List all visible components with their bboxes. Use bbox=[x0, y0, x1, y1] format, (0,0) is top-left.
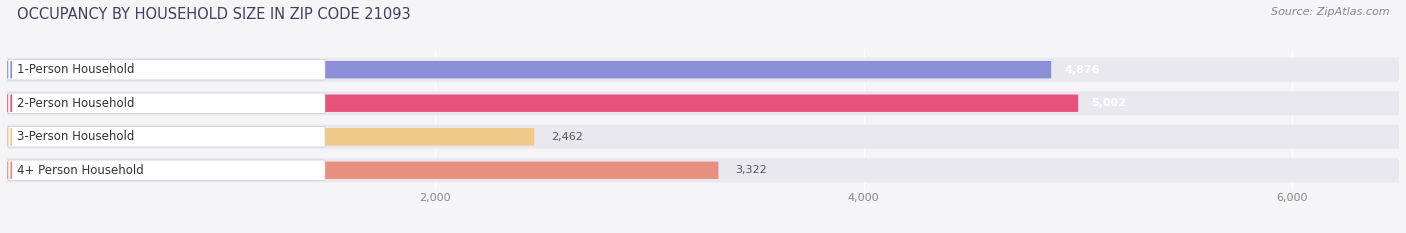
FancyBboxPatch shape bbox=[7, 58, 1399, 82]
FancyBboxPatch shape bbox=[7, 95, 1078, 112]
Text: 3,322: 3,322 bbox=[735, 165, 768, 175]
FancyBboxPatch shape bbox=[7, 91, 1399, 115]
Text: 5,002: 5,002 bbox=[1091, 98, 1126, 108]
FancyBboxPatch shape bbox=[7, 125, 1399, 149]
FancyBboxPatch shape bbox=[8, 127, 325, 147]
FancyBboxPatch shape bbox=[7, 128, 534, 145]
Text: 3-Person Household: 3-Person Household bbox=[17, 130, 134, 143]
FancyBboxPatch shape bbox=[7, 158, 1399, 182]
Text: Source: ZipAtlas.com: Source: ZipAtlas.com bbox=[1271, 7, 1389, 17]
Text: 2-Person Household: 2-Person Household bbox=[17, 97, 135, 110]
FancyBboxPatch shape bbox=[8, 160, 325, 181]
Text: 1-Person Household: 1-Person Household bbox=[17, 63, 135, 76]
FancyBboxPatch shape bbox=[8, 93, 325, 113]
Text: OCCUPANCY BY HOUSEHOLD SIZE IN ZIP CODE 21093: OCCUPANCY BY HOUSEHOLD SIZE IN ZIP CODE … bbox=[17, 7, 411, 22]
FancyBboxPatch shape bbox=[7, 61, 1052, 79]
Text: 4+ Person Household: 4+ Person Household bbox=[17, 164, 143, 177]
Text: 2,462: 2,462 bbox=[551, 132, 583, 142]
FancyBboxPatch shape bbox=[7, 161, 718, 179]
FancyBboxPatch shape bbox=[8, 59, 325, 80]
Text: 4,876: 4,876 bbox=[1064, 65, 1099, 75]
